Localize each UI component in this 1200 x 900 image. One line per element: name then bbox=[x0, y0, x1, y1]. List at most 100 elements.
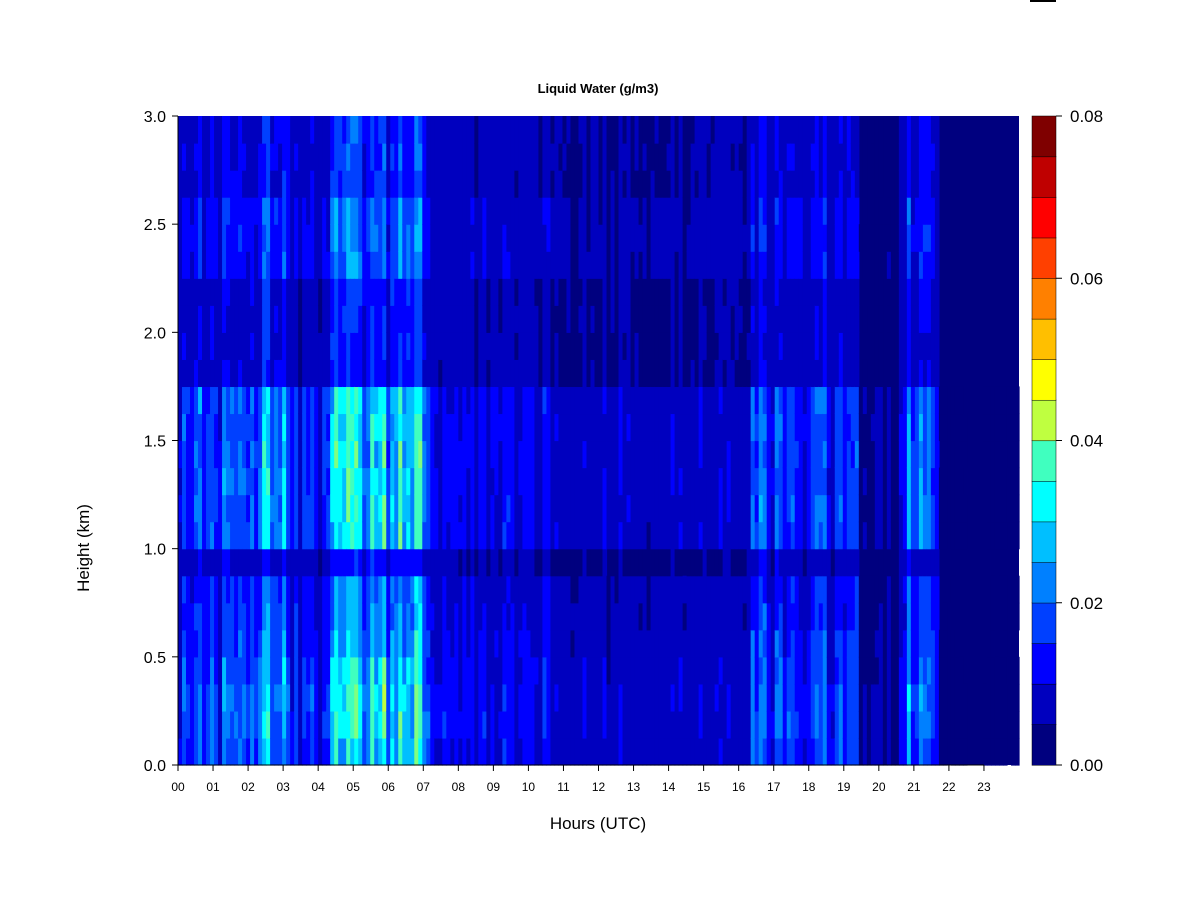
heatmap-cell bbox=[562, 467, 568, 496]
heatmap-cell bbox=[698, 710, 704, 739]
colorbar-tick-label: 0.00 bbox=[1070, 756, 1103, 775]
heatmap-cell bbox=[418, 521, 423, 550]
heatmap-cell bbox=[726, 251, 732, 279]
heatmap-cell bbox=[238, 494, 243, 523]
heatmap-cell bbox=[886, 386, 892, 415]
heatmap-cell bbox=[790, 197, 796, 225]
heatmap-cell bbox=[474, 143, 479, 171]
heatmap-cell bbox=[698, 629, 704, 658]
heatmap-cell bbox=[418, 305, 423, 333]
heatmap-cell bbox=[366, 332, 371, 360]
heatmap-cell bbox=[562, 737, 568, 766]
heatmap-cell bbox=[370, 737, 375, 766]
heatmap-cell bbox=[506, 737, 511, 766]
heatmap-cell bbox=[758, 467, 764, 496]
heatmap-cell bbox=[858, 521, 864, 550]
heatmap-cell bbox=[638, 629, 644, 658]
heatmap-cell bbox=[770, 224, 776, 252]
heatmap-cell bbox=[190, 197, 195, 225]
heatmap-cell bbox=[494, 467, 499, 496]
heatmap-cell bbox=[410, 413, 415, 442]
heatmap-cell bbox=[338, 278, 343, 306]
heatmap-cell bbox=[990, 629, 996, 658]
heatmap-cell bbox=[542, 737, 548, 766]
heatmap-cell bbox=[350, 440, 355, 469]
heatmap-cell bbox=[826, 116, 832, 144]
heatmap-cell bbox=[590, 440, 596, 469]
heatmap-cell bbox=[182, 602, 187, 631]
heatmap-cell bbox=[538, 170, 544, 198]
heatmap-cell bbox=[366, 440, 371, 469]
heatmap-cell bbox=[214, 521, 219, 550]
heatmap-cell bbox=[514, 197, 519, 225]
heatmap-cell bbox=[330, 359, 335, 388]
heatmap-cell bbox=[950, 629, 956, 658]
heatmap-cell bbox=[638, 413, 644, 442]
heatmap-cell bbox=[190, 224, 195, 252]
heatmap-cell bbox=[842, 359, 848, 388]
heatmap-cell bbox=[510, 710, 515, 739]
heatmap-cell bbox=[326, 359, 331, 388]
heatmap-cell bbox=[490, 224, 495, 252]
heatmap-cell bbox=[262, 548, 267, 577]
heatmap-cell bbox=[994, 683, 1000, 712]
heatmap-cell bbox=[186, 278, 191, 306]
heatmap-cell bbox=[614, 413, 620, 442]
heatmap-cell bbox=[934, 710, 940, 739]
heatmap-cell bbox=[398, 575, 403, 604]
heatmap-cell bbox=[902, 656, 908, 685]
heatmap-cell bbox=[282, 386, 287, 415]
heatmap-cell bbox=[646, 305, 652, 333]
heatmap-cell bbox=[522, 332, 528, 360]
heatmap-cell bbox=[214, 602, 219, 631]
heatmap-cell bbox=[498, 683, 503, 712]
heatmap-cell bbox=[750, 116, 756, 144]
heatmap-cell bbox=[490, 737, 495, 766]
heatmap-cell bbox=[238, 251, 243, 279]
heatmap-cell bbox=[518, 467, 523, 496]
heatmap-cell bbox=[394, 656, 399, 685]
heatmap-cell bbox=[810, 224, 816, 252]
heatmap-cell bbox=[298, 467, 303, 496]
heatmap-cell bbox=[670, 116, 676, 144]
heatmap-cell bbox=[698, 737, 704, 766]
heatmap-cell bbox=[434, 197, 439, 225]
heatmap-cell bbox=[554, 602, 560, 631]
heatmap-cell bbox=[306, 224, 311, 252]
heatmap-cell bbox=[610, 656, 616, 685]
heatmap-cell bbox=[538, 359, 544, 388]
heatmap-cell bbox=[266, 467, 271, 496]
heatmap-cell bbox=[594, 116, 600, 144]
heatmap-cell bbox=[322, 278, 327, 306]
heatmap-cell bbox=[290, 575, 295, 604]
heatmap-cell bbox=[190, 332, 195, 360]
heatmap-cell bbox=[830, 170, 836, 198]
heatmap-cell bbox=[990, 386, 996, 415]
heatmap-cell bbox=[386, 332, 391, 360]
heatmap-cell bbox=[398, 332, 403, 360]
heatmap-cell bbox=[398, 548, 403, 577]
heatmap-cell bbox=[250, 143, 255, 171]
heatmap-cell bbox=[674, 143, 680, 171]
heatmap-cell bbox=[918, 386, 924, 415]
heatmap-cell bbox=[982, 737, 988, 766]
heatmap-cell bbox=[934, 359, 940, 388]
heatmap-cell bbox=[366, 197, 371, 225]
heatmap-cell bbox=[234, 170, 239, 198]
heatmap-cell bbox=[522, 251, 528, 279]
heatmap-cell bbox=[378, 332, 383, 360]
heatmap-cell bbox=[874, 602, 880, 631]
heatmap-cell bbox=[298, 656, 303, 685]
heatmap-cell bbox=[442, 116, 447, 144]
heatmap-cell bbox=[550, 629, 556, 658]
heatmap-cell bbox=[846, 386, 852, 415]
heatmap-cell bbox=[310, 278, 315, 306]
heatmap-cell bbox=[834, 359, 840, 388]
heatmap-cell bbox=[830, 629, 836, 658]
heatmap-cell bbox=[322, 494, 327, 523]
heatmap-cell bbox=[442, 710, 447, 739]
heatmap-cell bbox=[206, 386, 211, 415]
heatmap-cell bbox=[598, 548, 604, 577]
heatmap-cell bbox=[286, 143, 291, 171]
heatmap-cell bbox=[418, 251, 423, 279]
